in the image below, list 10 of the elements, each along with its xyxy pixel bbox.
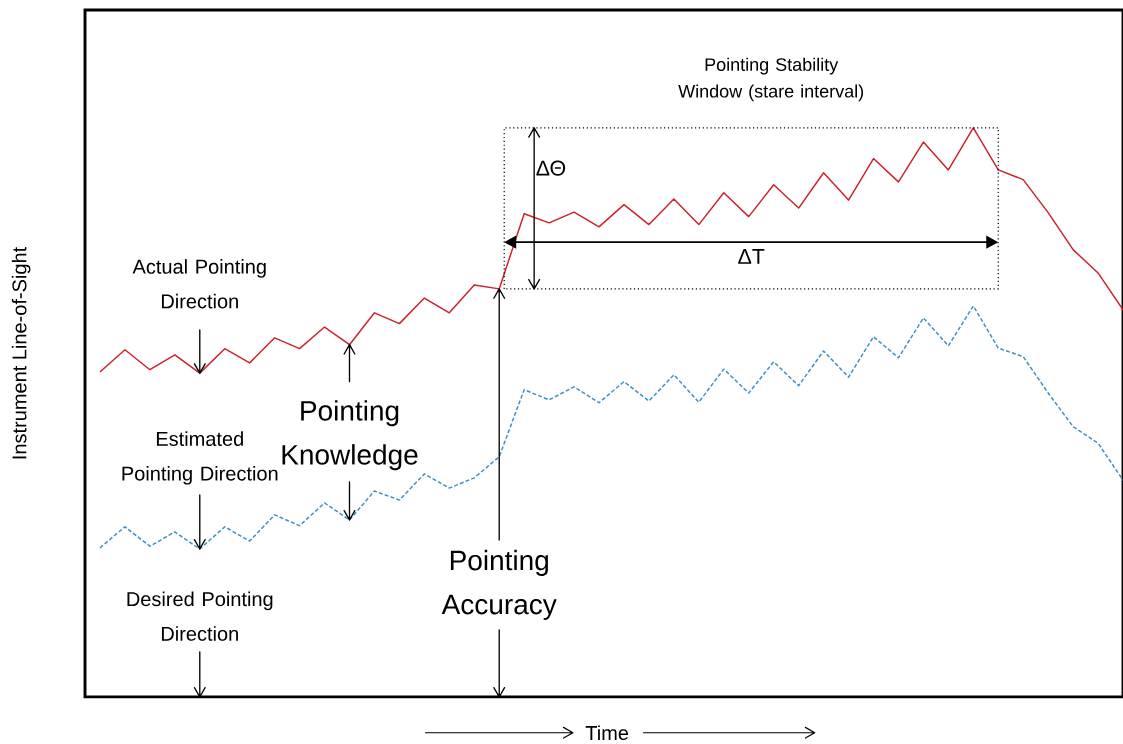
y-axis-title: Instrument Line-of-Sight xyxy=(11,246,31,459)
annotation: Pointing Accuracy xyxy=(441,549,557,620)
annotation: Estimated Pointing Direction xyxy=(122,431,278,485)
annotation: ΔΘ xyxy=(536,160,566,176)
annotation: Actual Pointing Direction xyxy=(132,259,266,309)
annotation: ΔT xyxy=(738,249,765,264)
chart-title: Pointing Stability Window (stare interval) xyxy=(678,57,864,102)
annotation: Pointing Knowledge xyxy=(282,400,418,471)
annotation: Desired Pointing Direction xyxy=(127,591,273,641)
x-axis-title: Time xyxy=(585,725,629,741)
